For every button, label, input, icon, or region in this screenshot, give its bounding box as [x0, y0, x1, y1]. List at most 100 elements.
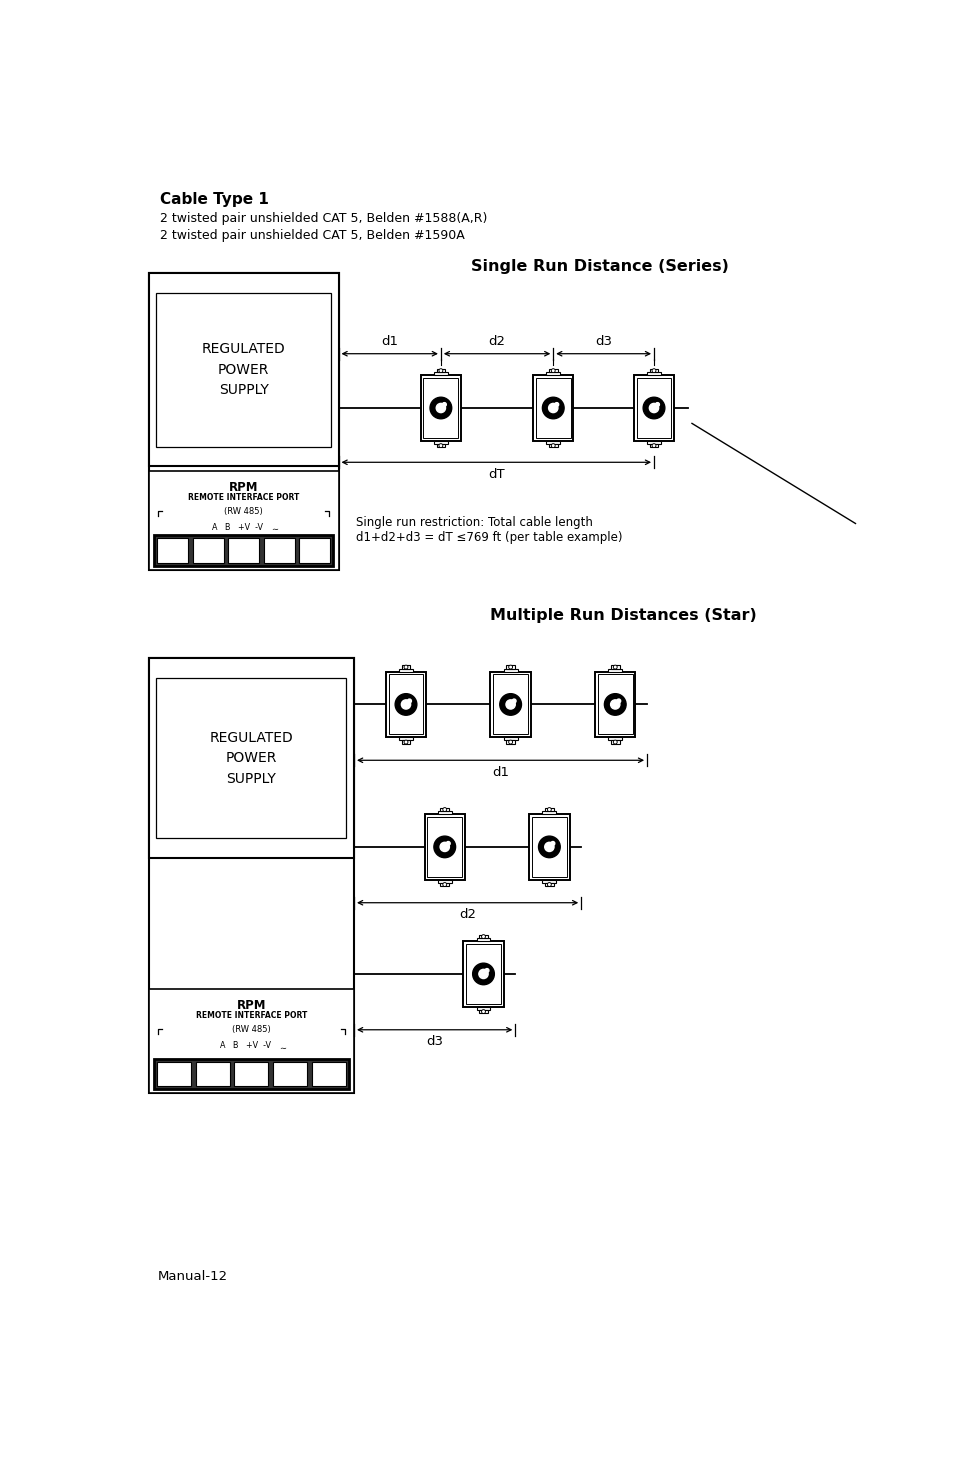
Circle shape: [436, 403, 445, 413]
Bar: [493, 674, 528, 735]
Bar: [466, 944, 500, 1004]
Text: (RW 485): (RW 485): [224, 506, 263, 516]
Circle shape: [472, 963, 494, 985]
Bar: [503, 738, 517, 740]
Circle shape: [438, 369, 442, 372]
Bar: [388, 674, 423, 735]
Text: Single Run Distance (Series): Single Run Distance (Series): [471, 260, 728, 274]
Bar: [544, 884, 553, 886]
Bar: [427, 817, 461, 878]
Circle shape: [430, 397, 452, 419]
Circle shape: [438, 444, 442, 447]
Bar: [633, 375, 674, 441]
Bar: [149, 273, 338, 466]
Bar: [536, 378, 570, 438]
Circle shape: [509, 742, 511, 743]
Text: Cable Type 1: Cable Type 1: [159, 192, 268, 208]
Circle shape: [481, 1010, 485, 1013]
Circle shape: [404, 740, 407, 743]
Bar: [476, 1006, 490, 1010]
Text: d3: d3: [595, 335, 612, 348]
Text: RPM: RPM: [229, 481, 258, 494]
Text: $\sim$: $\sim$: [270, 524, 279, 534]
Bar: [149, 273, 338, 569]
Bar: [263, 538, 294, 563]
Circle shape: [617, 699, 620, 704]
Bar: [154, 535, 333, 566]
Circle shape: [613, 665, 617, 668]
Bar: [401, 665, 410, 668]
Bar: [420, 375, 460, 441]
Text: $\sim$: $\sim$: [277, 1043, 287, 1052]
Circle shape: [443, 808, 445, 810]
Circle shape: [499, 693, 521, 715]
Bar: [646, 372, 660, 375]
Circle shape: [395, 693, 416, 715]
Bar: [646, 441, 660, 444]
Bar: [398, 668, 413, 671]
Text: Manual-12: Manual-12: [158, 1270, 228, 1283]
Circle shape: [552, 445, 554, 447]
Bar: [157, 538, 188, 563]
Circle shape: [442, 808, 446, 811]
Circle shape: [537, 836, 559, 857]
Circle shape: [439, 445, 441, 447]
Circle shape: [505, 699, 515, 709]
Bar: [149, 658, 354, 858]
Text: d2: d2: [458, 909, 476, 920]
Bar: [532, 817, 566, 878]
Circle shape: [652, 369, 655, 372]
Circle shape: [481, 935, 485, 938]
Circle shape: [655, 403, 659, 407]
Bar: [440, 808, 449, 811]
Bar: [228, 538, 259, 563]
Text: REGULATED
POWER
SUPPLY: REGULATED POWER SUPPLY: [210, 730, 293, 786]
Circle shape: [551, 369, 555, 372]
Text: d2: d2: [488, 335, 505, 348]
Bar: [398, 738, 413, 740]
Text: REGULATED
POWER
SUPPLY: REGULATED POWER SUPPLY: [201, 342, 285, 397]
Circle shape: [547, 808, 551, 811]
Circle shape: [550, 842, 555, 845]
Circle shape: [439, 842, 449, 851]
Circle shape: [512, 699, 516, 704]
Circle shape: [482, 1010, 484, 1012]
Bar: [542, 811, 556, 814]
Bar: [608, 738, 621, 740]
Bar: [548, 444, 557, 447]
Text: d3: d3: [426, 1035, 443, 1049]
Circle shape: [442, 403, 446, 407]
Bar: [478, 1010, 487, 1013]
Circle shape: [551, 444, 555, 447]
Bar: [610, 740, 618, 743]
Bar: [649, 444, 658, 447]
Text: 2 twisted pair unshielded CAT 5, Belden #1588(A,R): 2 twisted pair unshielded CAT 5, Belden …: [159, 211, 486, 224]
Circle shape: [439, 370, 441, 372]
Circle shape: [401, 699, 410, 709]
Bar: [434, 372, 447, 375]
Circle shape: [614, 742, 616, 743]
Bar: [385, 671, 426, 738]
Bar: [156, 292, 331, 447]
Bar: [195, 1062, 230, 1087]
Circle shape: [405, 667, 406, 668]
Bar: [463, 941, 503, 1006]
Bar: [478, 935, 487, 938]
Circle shape: [509, 667, 511, 668]
Circle shape: [478, 969, 488, 978]
Bar: [533, 375, 573, 441]
Bar: [149, 658, 354, 1093]
Circle shape: [405, 742, 406, 743]
Bar: [437, 811, 452, 814]
Bar: [636, 378, 671, 438]
Bar: [423, 378, 457, 438]
Bar: [154, 1059, 348, 1090]
Bar: [193, 538, 223, 563]
Bar: [157, 1062, 191, 1087]
Text: dT: dT: [488, 468, 504, 481]
Circle shape: [548, 403, 558, 413]
Bar: [401, 740, 410, 743]
Bar: [273, 1062, 307, 1087]
Bar: [542, 879, 556, 884]
Circle shape: [547, 884, 551, 886]
